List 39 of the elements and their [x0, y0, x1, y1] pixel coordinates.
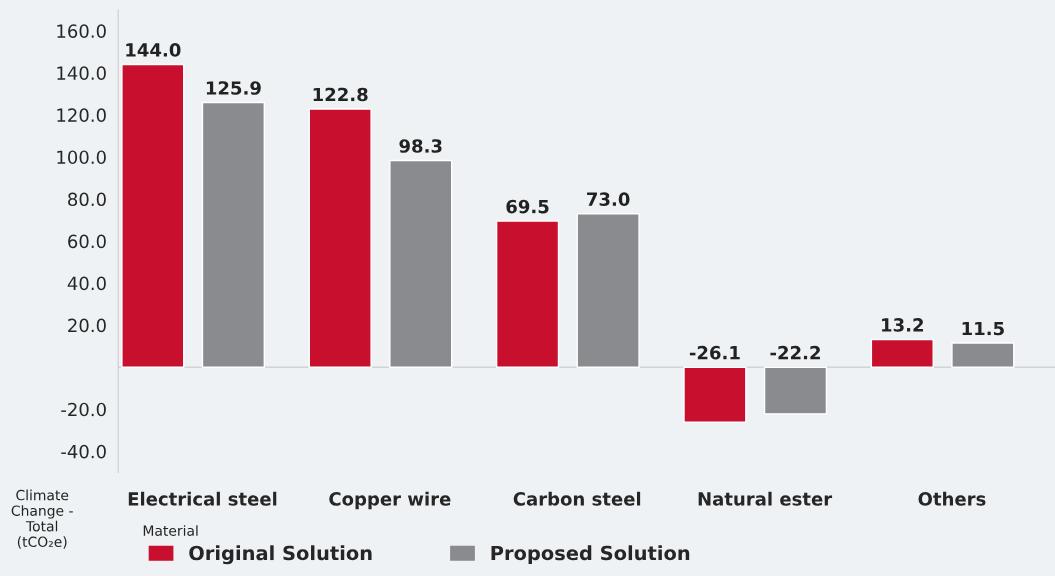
- y-tick-label: -20.0: [61, 402, 106, 417]
- data-label: 13.2: [882, 318, 923, 332]
- bar: [121, 63, 185, 368]
- y-tick-label: 20.0: [68, 318, 106, 333]
- data-label: -22.2: [770, 345, 820, 360]
- y-tick-label: 80.0: [68, 192, 106, 207]
- bar: [683, 366, 747, 423]
- y-axis-title: Climate Change - Total (tCO₂e): [11, 489, 73, 549]
- legend-label: Proposed Solution: [491, 545, 690, 565]
- bar: [308, 108, 372, 368]
- y-tick-label: -40.0: [61, 444, 106, 459]
- x-tick-label: Carbon steel: [513, 491, 641, 506]
- x-tick-label: Others: [918, 491, 986, 506]
- x-tick-label: Electrical steel: [128, 491, 277, 506]
- bar: [389, 159, 453, 368]
- y-tick-label: 100.0: [57, 150, 106, 165]
- data-label: 73.0: [587, 192, 630, 207]
- data-label: 11.5: [962, 321, 1004, 336]
- data-label: 125.9: [206, 81, 261, 95]
- bar: [201, 101, 266, 368]
- y-tick-label: 160.0: [57, 24, 106, 38]
- y-tick-label: 40.0: [67, 276, 106, 291]
- bar: [495, 220, 560, 368]
- bar: [951, 342, 1015, 368]
- y-tick-label: 140.0: [57, 66, 106, 80]
- x-axis-title: Material: [143, 525, 198, 536]
- data-label: 122.8: [313, 87, 368, 102]
- bar: [763, 366, 828, 415]
- x-tick-label: Natural ester: [698, 491, 833, 506]
- data-label: 98.3: [399, 139, 442, 153]
- y-tick-label: 120.0: [57, 108, 106, 123]
- y-tick-label: 60.0: [68, 234, 106, 249]
- data-label: 144.0: [126, 43, 181, 57]
- bar: [576, 213, 640, 368]
- legend-label: Original Solution: [189, 545, 372, 565]
- data-label: 69.5: [506, 199, 549, 214]
- x-tick-label: Copper wire: [329, 491, 451, 510]
- data-label: -26.1: [689, 345, 740, 360]
- bar: [870, 338, 934, 368]
